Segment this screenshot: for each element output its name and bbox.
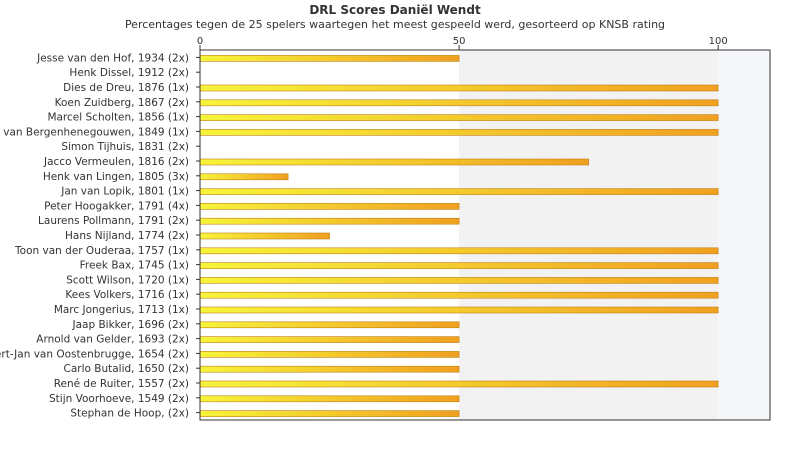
chart-title: DRL Scores Daniël Wendt (309, 3, 481, 17)
bar (199, 99, 719, 107)
bar (199, 395, 460, 403)
category-label: René de Ruiter, 1557 (2x) (54, 378, 189, 390)
bar (199, 129, 719, 136)
bar (199, 262, 719, 269)
category-label: Henk van Lingen, 1805 (3x) (43, 171, 189, 183)
category-label: Marcel Scholten, 1856 (1x) (47, 112, 189, 124)
category-label: Peter Hoogakker, 1791 (4x) (44, 200, 189, 212)
category-label: Simon Tijhuis, 1831 (2x) (61, 141, 189, 153)
bar (199, 188, 719, 195)
bar (199, 365, 460, 373)
bar (199, 351, 460, 358)
plot-band (718, 50, 770, 420)
bar (199, 410, 460, 417)
category-label: Hans Nijland, 1774 (2x) (65, 230, 189, 242)
bar (199, 55, 460, 62)
bar (199, 158, 589, 166)
category-label: Stijn Voorhoeve, 1549 (2x) (49, 393, 189, 405)
category-label: Jan van Lopik, 1801 (1x) (60, 186, 189, 198)
category-label: Jesse van den Hof, 1934 (2x) (36, 52, 189, 64)
category-label: Dies de Dreu, 1876 (1x) (63, 82, 189, 94)
bar (199, 380, 719, 388)
category-label: Henk Dissel, 1912 (2x) (69, 67, 189, 79)
plot-band (459, 50, 719, 420)
category-label: Scott Wilson, 1720 (1x) (66, 274, 189, 286)
bar (199, 306, 719, 314)
category-label: Marc Jongerius, 1713 (1x) (54, 304, 189, 316)
category-label: Jaap Bikker, 1696 (2x) (72, 319, 189, 331)
category-label: Freek Bax, 1745 (1x) (80, 260, 189, 272)
bar (199, 247, 719, 255)
bar (199, 173, 289, 181)
bar (199, 336, 460, 343)
chart-subtitle: Percentages tegen de 25 spelers waartege… (124, 18, 666, 31)
bar (199, 277, 719, 284)
category-label: Jan van Bergenhenegouwen, 1849 (1x) (0, 126, 189, 138)
bar (199, 114, 719, 121)
bar (199, 203, 460, 210)
category-label: Kees Volkers, 1716 (1x) (65, 289, 189, 301)
x-tick-label: 100 (709, 36, 728, 47)
bar (199, 321, 460, 329)
category-label: Gert-Jan van Oostenbrugge, 1654 (2x) (0, 348, 189, 360)
category-label: Stephan de Hoop, (2x) (70, 408, 189, 420)
x-tick-label: 50 (453, 36, 466, 47)
bar (199, 291, 719, 299)
category-label: Arnold van Gelder, 1693 (2x) (36, 334, 189, 346)
bar (199, 84, 719, 92)
x-tick-label: 0 (197, 36, 203, 47)
category-label: Toon van der Ouderaa, 1757 (1x) (14, 245, 189, 257)
category-label: Carlo Butalid, 1650 (2x) (64, 363, 190, 375)
bar (199, 232, 330, 240)
bar (199, 217, 460, 225)
category-label: Koen Zuidberg, 1867 (2x) (55, 97, 189, 109)
category-label: Laurens Pollmann, 1791 (2x) (38, 215, 189, 227)
category-label: Jacco Vermeulen, 1816 (2x) (43, 156, 189, 168)
